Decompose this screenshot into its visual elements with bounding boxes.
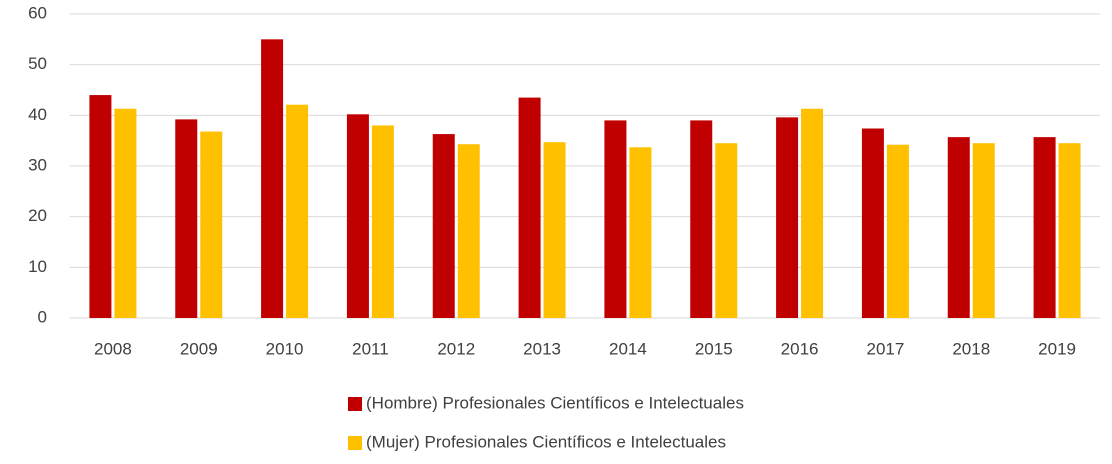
y-tick-label: 50	[28, 54, 47, 73]
x-tick-label: 2017	[867, 339, 905, 358]
bar	[629, 147, 652, 318]
x-tick-label: 2015	[695, 339, 733, 358]
x-tick-label: 2012	[437, 339, 475, 358]
bar	[200, 131, 223, 318]
x-tick-label: 2019	[1038, 339, 1076, 358]
bar	[886, 144, 909, 318]
bar	[518, 97, 541, 318]
y-tick-label: 60	[28, 3, 47, 22]
x-tick-label: 2008	[94, 339, 132, 358]
bar	[346, 114, 369, 318]
y-tick-label: 30	[28, 155, 47, 174]
x-tick-label: 2018	[952, 339, 990, 358]
bar	[690, 120, 713, 319]
y-tick-label: 40	[28, 105, 47, 124]
legend-label: (Hombre) Profesionales Científicos e Int…	[366, 393, 744, 412]
bar	[89, 95, 112, 318]
bar	[776, 117, 799, 318]
bar	[972, 143, 995, 318]
legend-label: (Mujer) Profesionales Científicos e Inte…	[366, 432, 726, 451]
bar	[286, 104, 309, 319]
legend-swatch	[348, 397, 362, 411]
bar	[715, 143, 738, 318]
bar	[801, 108, 824, 318]
bar	[1058, 143, 1081, 318]
y-tick-label: 20	[28, 206, 47, 225]
x-tick-label: 2011	[352, 339, 389, 358]
bar	[114, 108, 137, 318]
x-tick-label: 2010	[266, 339, 304, 358]
x-tick-label: 2016	[781, 339, 819, 358]
bar	[371, 125, 394, 318]
bar	[861, 128, 884, 318]
x-tick-label: 2009	[180, 339, 218, 358]
x-tick-label: 2014	[609, 339, 647, 358]
y-tick-label: 10	[28, 257, 47, 276]
bar	[1033, 137, 1056, 318]
bar	[457, 144, 480, 318]
x-tick-label: 2013	[523, 339, 561, 358]
bar	[543, 142, 566, 318]
bar	[261, 39, 284, 318]
legend-swatch	[348, 436, 362, 450]
bar	[604, 120, 627, 319]
y-tick-label: 0	[38, 307, 47, 326]
bar	[175, 119, 198, 319]
bar	[432, 134, 455, 318]
bar	[947, 137, 970, 318]
